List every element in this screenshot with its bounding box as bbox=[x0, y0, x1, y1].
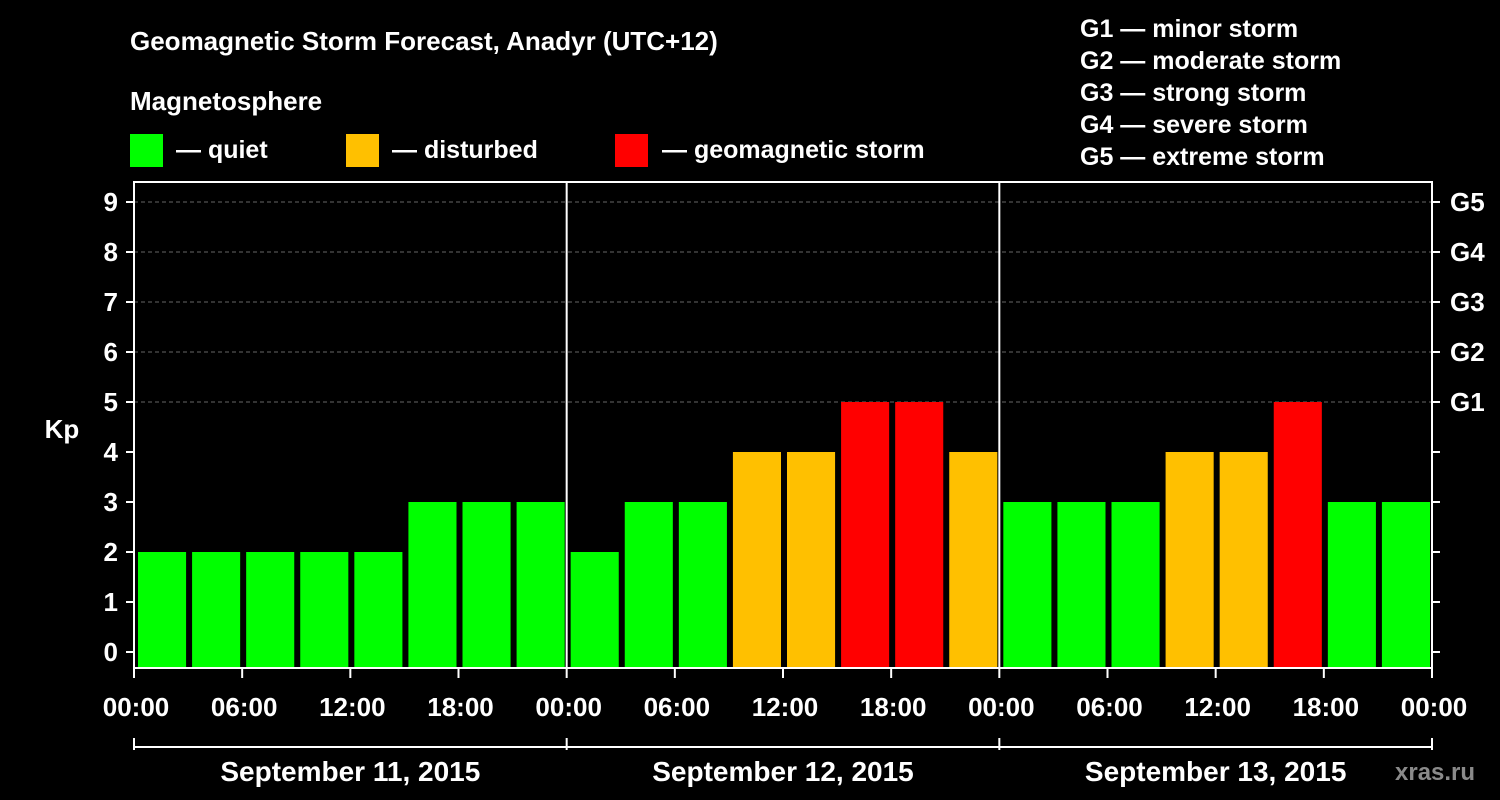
bar-6 bbox=[462, 502, 511, 668]
x-tick-label-3: 18:00 bbox=[427, 692, 494, 722]
chart-subtitle: Magnetosphere bbox=[130, 86, 322, 116]
bar-11 bbox=[732, 452, 781, 668]
g-scale-label-g5: G5 bbox=[1450, 187, 1485, 217]
bar-20 bbox=[1219, 452, 1268, 668]
bar-12 bbox=[787, 452, 836, 668]
y-tick-label-5: 5 bbox=[104, 387, 118, 417]
storm-scale-g4: G4 — severe storm bbox=[1080, 111, 1308, 139]
bar-10 bbox=[678, 502, 727, 668]
g-scale-label-g4: G4 bbox=[1450, 237, 1485, 267]
legend-swatch-disturbed bbox=[346, 134, 379, 167]
bar-18 bbox=[1111, 502, 1160, 668]
bar-13 bbox=[841, 402, 890, 668]
bar-1 bbox=[192, 552, 241, 668]
x-tick-label-4: 00:00 bbox=[535, 692, 602, 722]
day-label-0: September 11, 2015 bbox=[220, 756, 480, 787]
x-tick-label-10: 12:00 bbox=[1184, 692, 1251, 722]
y-tick-label-7: 7 bbox=[104, 287, 118, 317]
y-tick-label-0: 0 bbox=[104, 637, 118, 667]
x-tick-label-9: 06:00 bbox=[1076, 692, 1143, 722]
bars-layer bbox=[138, 402, 1430, 668]
bar-21 bbox=[1273, 402, 1322, 668]
storm-scale-g2: G2 — moderate storm bbox=[1080, 47, 1341, 75]
x-tick-label-7: 18:00 bbox=[860, 692, 927, 722]
legend-label-storm: — geomagnetic storm bbox=[662, 136, 925, 164]
legend-label-disturbed: — disturbed bbox=[392, 136, 538, 164]
legend-swatch-storm bbox=[615, 134, 648, 167]
y-tick-label-1: 1 bbox=[104, 587, 118, 617]
storm-scale-g5: G5 — extreme storm bbox=[1080, 143, 1325, 171]
legend-swatch-quiet bbox=[130, 134, 163, 167]
g-scale-label-g2: G2 bbox=[1450, 337, 1485, 367]
watermark: xras.ru bbox=[1395, 759, 1475, 786]
bar-17 bbox=[1057, 502, 1106, 668]
y-tick-label-8: 8 bbox=[104, 237, 118, 267]
bar-0 bbox=[138, 552, 187, 668]
bar-16 bbox=[1003, 502, 1052, 668]
x-tick-label-6: 12:00 bbox=[752, 692, 819, 722]
storm-scale-legend: G1 — minor storm G2 — moderate storm G3 … bbox=[1080, 15, 1341, 171]
y-tick-label-6: 6 bbox=[104, 337, 118, 367]
x-tick-label-1: 06:00 bbox=[211, 692, 278, 722]
x-tick-label-2: 12:00 bbox=[319, 692, 386, 722]
storm-scale-g3: G3 — strong storm bbox=[1080, 79, 1306, 107]
axis-layer: 0 1 2 3 4 5 6 7 8 9 G1 G2 G3 G4 G5 00:00 06:00 12:00 18:00… bbox=[103, 181, 1485, 787]
y-tick-label-2: 2 bbox=[104, 537, 118, 567]
bar-23 bbox=[1381, 502, 1430, 668]
g-scale-label-g1: G1 bbox=[1450, 387, 1485, 417]
bar-4 bbox=[354, 552, 403, 668]
bar-19 bbox=[1165, 452, 1214, 668]
bar-3 bbox=[300, 552, 349, 668]
bar-5 bbox=[408, 502, 457, 668]
grid-layer bbox=[134, 201, 1432, 403]
x-tick-label-0: 00:00 bbox=[103, 692, 170, 722]
bar-22 bbox=[1327, 502, 1376, 668]
g-scale-label-g3: G3 bbox=[1450, 287, 1485, 317]
legend: — quiet — disturbed — geomagnetic storm bbox=[130, 134, 925, 167]
x-tick-label-8: 00:00 bbox=[968, 692, 1035, 722]
x-tick-label-12: 00:00 bbox=[1401, 692, 1468, 722]
bar-14 bbox=[895, 402, 944, 668]
storm-scale-g1: G1 — minor storm bbox=[1080, 15, 1298, 43]
bar-9 bbox=[624, 502, 673, 668]
bar-7 bbox=[516, 502, 565, 668]
legend-label-quiet: — quiet bbox=[176, 136, 268, 164]
bar-8 bbox=[570, 552, 619, 668]
bar-15 bbox=[949, 452, 998, 668]
x-tick-label-5: 06:00 bbox=[644, 692, 711, 722]
day-label-2: September 13, 2015 bbox=[1085, 756, 1347, 787]
y-tick-label-4: 4 bbox=[104, 437, 119, 467]
day-label-1: September 12, 2015 bbox=[652, 756, 914, 787]
y-tick-label-9: 9 bbox=[104, 187, 118, 217]
x-tick-label-11: 18:00 bbox=[1293, 692, 1360, 722]
chart-title: Geomagnetic Storm Forecast, Anadyr (UTC+… bbox=[130, 26, 718, 56]
y-axis-label: Kp bbox=[45, 414, 80, 444]
y-tick-label-3: 3 bbox=[104, 487, 118, 517]
bar-2 bbox=[246, 552, 295, 668]
